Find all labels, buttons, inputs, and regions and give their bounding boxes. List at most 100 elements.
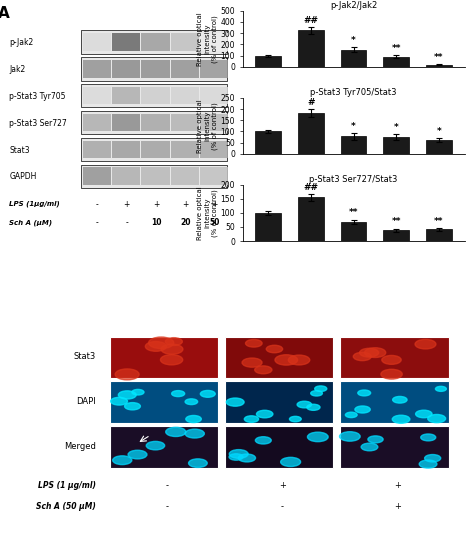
Circle shape: [419, 460, 437, 468]
Text: *: *: [351, 122, 356, 131]
Text: LPS (1μg/ml): LPS (1μg/ml): [9, 201, 60, 208]
Text: A: A: [0, 6, 10, 21]
FancyBboxPatch shape: [200, 114, 228, 131]
Circle shape: [368, 436, 383, 443]
Text: DAPI: DAPI: [76, 397, 96, 406]
Circle shape: [242, 358, 262, 367]
FancyBboxPatch shape: [200, 87, 228, 104]
Text: Sch A (50 μM): Sch A (50 μM): [36, 502, 96, 511]
Bar: [383, 57, 409, 67]
Text: p-Stat3 Ser727: p-Stat3 Ser727: [9, 119, 67, 128]
Text: 10: 10: [151, 218, 161, 227]
Text: +: +: [153, 200, 159, 209]
FancyBboxPatch shape: [112, 114, 140, 131]
Y-axis label: Relative optical
intensity
(% of control): Relative optical intensity (% of control…: [197, 12, 218, 66]
Circle shape: [146, 441, 164, 450]
FancyBboxPatch shape: [171, 114, 199, 131]
FancyBboxPatch shape: [171, 167, 199, 185]
Text: -: -: [166, 481, 169, 490]
Circle shape: [229, 454, 243, 460]
Circle shape: [339, 431, 360, 441]
Circle shape: [358, 390, 371, 396]
Bar: [383, 137, 409, 154]
FancyBboxPatch shape: [225, 381, 333, 423]
Circle shape: [392, 415, 410, 423]
Text: #: #: [307, 98, 315, 107]
Bar: [426, 140, 452, 154]
Circle shape: [425, 455, 441, 462]
Text: +: +: [394, 481, 401, 490]
Text: **: **: [392, 44, 401, 53]
Text: *: *: [437, 126, 441, 136]
Text: **: **: [349, 208, 358, 217]
Bar: [298, 31, 324, 67]
FancyBboxPatch shape: [112, 140, 140, 158]
FancyBboxPatch shape: [141, 167, 170, 185]
FancyBboxPatch shape: [141, 60, 170, 77]
FancyBboxPatch shape: [340, 426, 448, 468]
FancyBboxPatch shape: [109, 337, 218, 378]
Circle shape: [353, 352, 371, 360]
FancyBboxPatch shape: [171, 60, 199, 77]
Text: -: -: [281, 502, 284, 511]
Circle shape: [246, 339, 262, 347]
Circle shape: [255, 437, 271, 444]
Text: ##: ##: [303, 183, 319, 192]
Text: Merged: Merged: [64, 442, 96, 451]
Text: -: -: [96, 218, 99, 227]
Circle shape: [165, 338, 182, 345]
Bar: [255, 213, 281, 241]
Circle shape: [266, 345, 283, 353]
Bar: [426, 65, 452, 67]
Text: -: -: [96, 200, 99, 209]
Circle shape: [281, 457, 301, 466]
Bar: [255, 56, 281, 67]
Text: GAPDH: GAPDH: [9, 172, 37, 181]
Text: Stat3: Stat3: [73, 352, 96, 362]
FancyBboxPatch shape: [109, 381, 218, 423]
Circle shape: [186, 415, 201, 423]
FancyBboxPatch shape: [141, 33, 170, 51]
FancyBboxPatch shape: [83, 60, 111, 77]
FancyBboxPatch shape: [340, 381, 448, 423]
Text: +: +: [394, 502, 401, 511]
Circle shape: [290, 416, 301, 422]
Text: *: *: [394, 123, 399, 132]
Circle shape: [365, 348, 386, 357]
Text: **: **: [434, 217, 444, 225]
Text: +: +: [182, 200, 189, 209]
Circle shape: [381, 369, 402, 379]
Circle shape: [115, 369, 139, 380]
Circle shape: [226, 398, 244, 406]
Circle shape: [118, 391, 136, 399]
Circle shape: [148, 337, 174, 349]
Text: Sch A (μM): Sch A (μM): [9, 220, 53, 226]
Bar: [341, 137, 366, 154]
Circle shape: [416, 410, 432, 417]
Text: Stat3: Stat3: [9, 146, 30, 154]
FancyBboxPatch shape: [171, 33, 199, 51]
Bar: [298, 113, 324, 154]
Text: -: -: [166, 502, 169, 511]
Circle shape: [110, 398, 128, 405]
FancyBboxPatch shape: [200, 60, 228, 77]
FancyBboxPatch shape: [112, 33, 140, 51]
FancyBboxPatch shape: [83, 114, 111, 131]
Circle shape: [244, 416, 259, 422]
FancyBboxPatch shape: [83, 140, 111, 158]
Circle shape: [161, 355, 182, 365]
Text: *: *: [351, 36, 356, 45]
Circle shape: [307, 404, 320, 410]
Circle shape: [166, 427, 186, 436]
Circle shape: [255, 366, 272, 374]
Y-axis label: Relative optical
intensity
(% of control): Relative optical intensity (% of control…: [197, 99, 218, 153]
Circle shape: [297, 401, 311, 408]
Circle shape: [421, 434, 436, 441]
FancyBboxPatch shape: [81, 57, 227, 81]
Text: 20: 20: [180, 218, 191, 227]
Text: LPS (1 μg/ml): LPS (1 μg/ml): [38, 481, 96, 490]
FancyBboxPatch shape: [225, 426, 333, 468]
Circle shape: [172, 391, 185, 397]
Bar: [426, 229, 452, 241]
FancyBboxPatch shape: [112, 60, 140, 77]
